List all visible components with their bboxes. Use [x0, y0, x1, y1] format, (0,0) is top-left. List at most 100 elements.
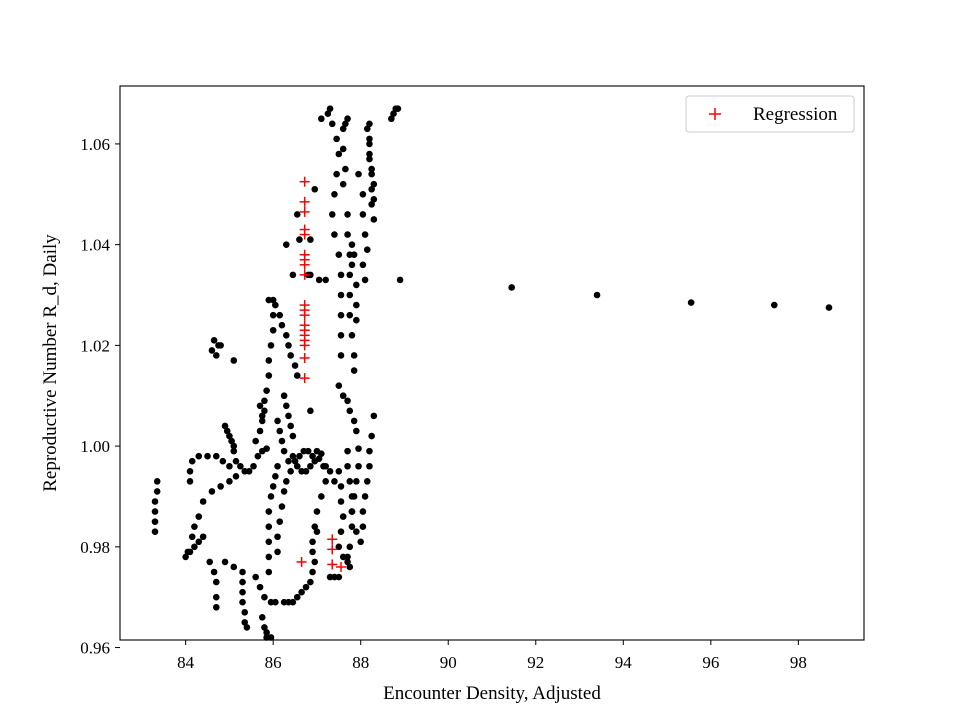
data-point	[280, 447, 288, 455]
data-point	[280, 598, 288, 606]
data-point	[328, 120, 336, 128]
data-point	[239, 598, 246, 606]
data-point	[361, 231, 369, 238]
data-point	[331, 190, 338, 198]
data-point	[337, 352, 345, 359]
data-point	[256, 427, 264, 435]
data-point	[239, 568, 246, 576]
plot-area-frame	[119, 85, 865, 641]
data-point	[272, 301, 279, 309]
data-point	[243, 624, 251, 631]
legend-regression-label: Regression	[753, 104, 838, 125]
data-point	[315, 455, 323, 462]
data-point	[337, 311, 345, 319]
data-point	[388, 115, 395, 123]
data-point	[361, 276, 369, 284]
data-point	[254, 452, 262, 460]
data-point	[344, 231, 351, 238]
data-point	[274, 533, 281, 541]
data-point	[368, 432, 375, 440]
data-point	[315, 276, 323, 284]
data-point	[337, 483, 345, 490]
data-point	[359, 190, 367, 198]
data-point	[302, 467, 310, 475]
data-point	[269, 483, 277, 490]
data-point	[226, 462, 233, 470]
data-point	[276, 518, 284, 525]
data-point	[353, 316, 360, 324]
data-point	[344, 211, 351, 218]
data-point	[370, 412, 378, 420]
data-point	[272, 598, 279, 606]
data-point	[204, 452, 211, 460]
data-point	[366, 447, 373, 455]
data-point	[265, 296, 273, 304]
data-point	[337, 528, 345, 536]
data-point	[307, 578, 314, 586]
data-point	[366, 120, 373, 128]
data-point	[302, 583, 310, 591]
data-point	[350, 251, 358, 259]
legend-regression-marker	[709, 108, 721, 120]
data-point	[298, 588, 305, 596]
data-point	[258, 412, 266, 420]
data-point	[307, 407, 314, 415]
data-point	[361, 493, 369, 500]
data-point	[283, 241, 290, 248]
data-point	[230, 447, 238, 455]
data-point	[263, 629, 270, 636]
data-point	[311, 523, 319, 530]
data-point	[350, 493, 358, 500]
data-point	[355, 170, 362, 178]
data-point	[366, 155, 373, 163]
data-point	[226, 478, 233, 485]
data-point	[353, 427, 360, 435]
data-point	[344, 115, 351, 123]
regression-point	[299, 176, 310, 187]
data-point	[287, 422, 294, 430]
data-point	[366, 140, 373, 148]
data-point	[223, 427, 231, 435]
data-point	[335, 573, 343, 581]
data-point	[245, 467, 253, 475]
data-point	[151, 528, 159, 536]
data-point	[344, 558, 351, 566]
data-point	[206, 558, 214, 566]
data-point	[289, 271, 297, 279]
data-point	[237, 462, 244, 470]
data-point	[269, 311, 277, 319]
data-point	[309, 548, 316, 556]
data-point	[293, 593, 301, 601]
data-point	[318, 450, 325, 457]
x-tick-label: 98	[790, 653, 807, 672]
data-point	[346, 271, 354, 279]
data-point	[256, 402, 264, 410]
data-point	[370, 180, 378, 188]
y-axis-label: Reproductive Number R_d, Daily	[40, 234, 61, 492]
data-point	[232, 457, 240, 465]
data-point	[151, 498, 159, 505]
data-point	[239, 588, 246, 596]
x-tick-label: 96	[702, 653, 719, 672]
data-point	[344, 553, 351, 561]
x-tick-label: 88	[352, 653, 369, 672]
regression-point	[336, 561, 347, 572]
data-point	[263, 634, 270, 641]
data-point	[252, 437, 259, 445]
regression-point	[299, 196, 310, 207]
legend: Regression	[685, 95, 855, 133]
data-point	[293, 462, 301, 470]
data-point	[333, 170, 340, 178]
data-point	[285, 412, 292, 420]
regression-point	[299, 352, 310, 363]
data-point	[363, 246, 371, 253]
x-tick-label: 92	[527, 653, 544, 672]
data-point	[265, 508, 273, 515]
regression-point	[299, 373, 310, 384]
data-point	[335, 251, 343, 259]
data-point	[186, 478, 194, 485]
data-point	[357, 538, 365, 546]
data-point	[265, 357, 273, 364]
data-point	[278, 503, 286, 510]
data-point	[346, 543, 354, 551]
